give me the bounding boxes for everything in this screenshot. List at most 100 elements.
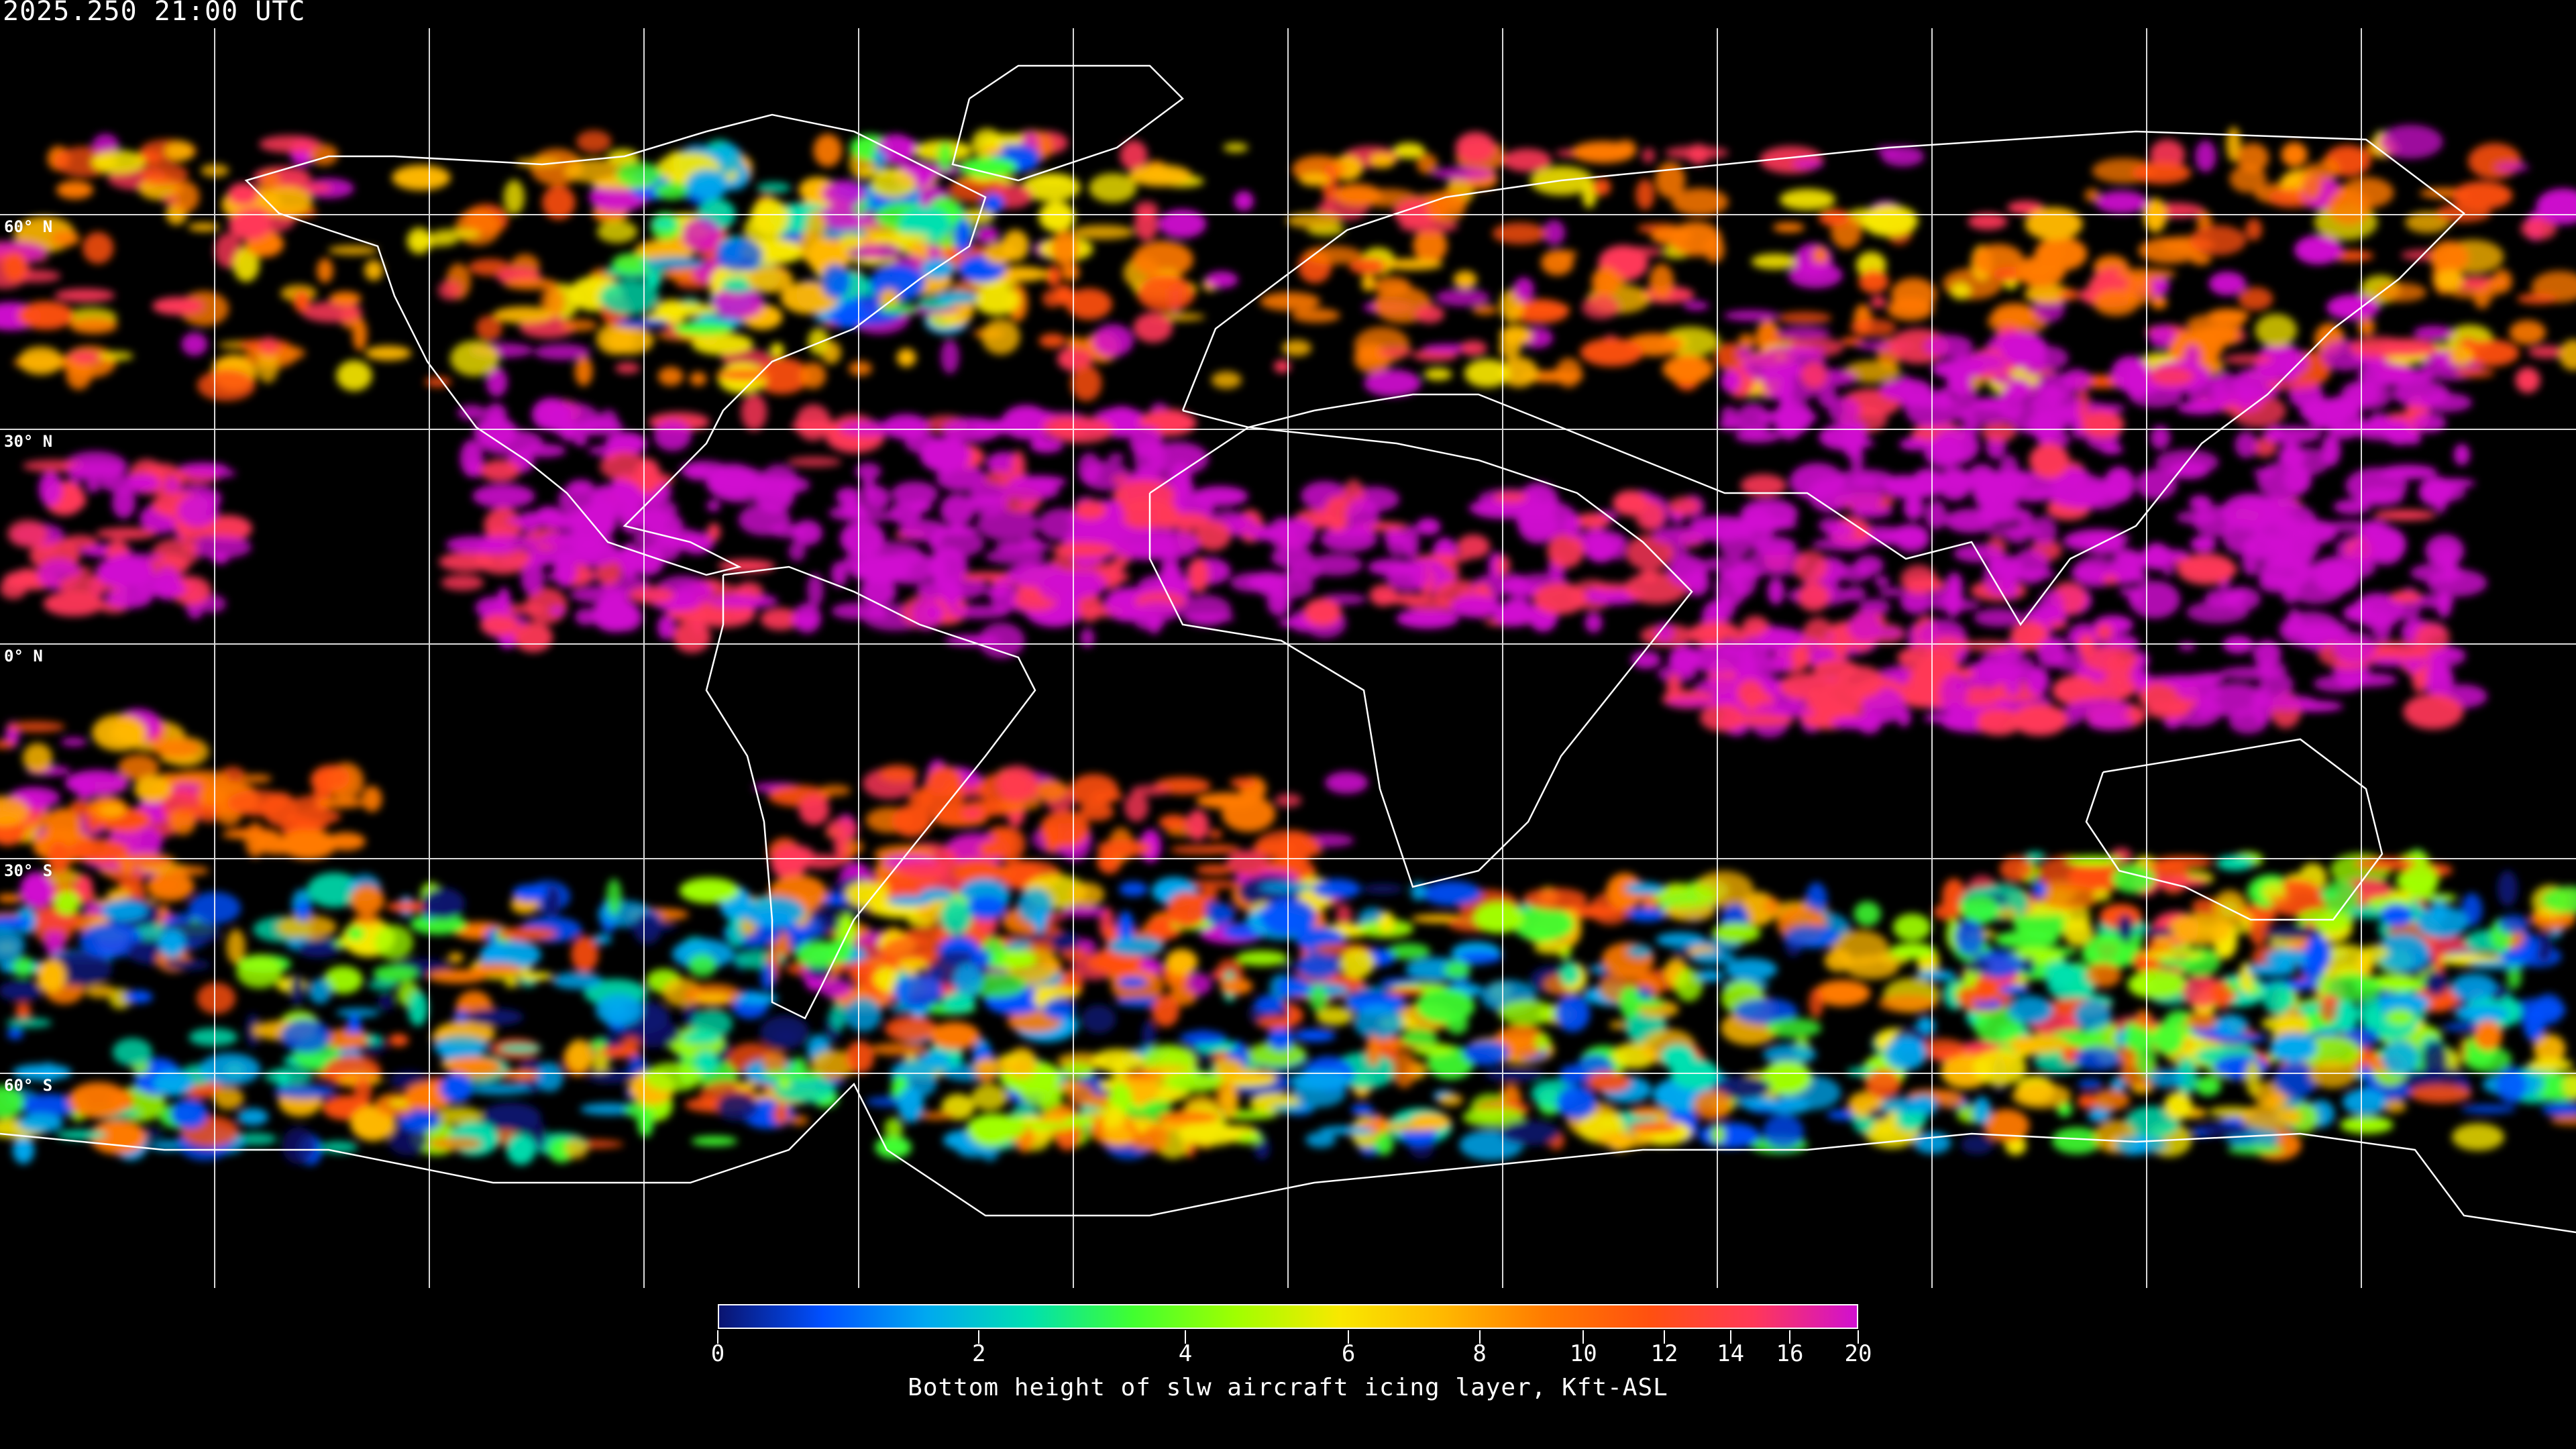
icing-cell [1140,829,1161,863]
icing-cell [1259,292,1321,311]
icing-cell [2195,140,2216,172]
icing-cell [1859,598,1890,614]
icing-cell [1835,469,1894,488]
icing-cell [580,1103,639,1116]
icing-cell [1472,304,1498,315]
icing-cell [484,507,523,544]
icing-cell [2007,996,2053,1024]
icing-cell [2484,278,2501,297]
icing-cell [1044,824,1061,854]
icing-cell [795,404,831,441]
icing-cell [928,533,943,549]
icing-cell [2100,404,2126,413]
icing-cell [1899,438,1931,451]
icing-cell [503,277,558,290]
icing-cell [2131,1083,2154,1094]
icing-cell [2176,681,2221,701]
icing-cell [2362,945,2390,960]
icing-cell [994,541,1052,552]
icing-cell [1293,1029,1336,1042]
icing-cell [1362,883,1403,894]
icing-cell [1393,142,1426,159]
icing-cell [1725,628,1750,642]
icing-cell [2390,590,2422,604]
icing-cell [1670,221,1722,256]
icing-cell [408,991,428,1026]
icing-cell [368,979,398,990]
icing-cell [39,1063,58,1082]
icing-cell [177,494,219,527]
icing-cell [1713,596,1735,621]
icing-cell [2129,580,2180,619]
icing-cell [109,871,146,883]
icing-cell [226,929,246,965]
icing-cell [1761,1061,1813,1095]
icing-cell [1051,229,1079,267]
icing-cell [92,714,148,751]
icing-cell [611,253,652,274]
icing-cell [1903,495,1924,521]
icing-cell [1416,988,1475,1024]
icing-cell [1348,258,1388,275]
icing-cell [1118,976,1148,988]
icing-cell [936,142,954,172]
icing-cell [1167,892,1208,928]
icing-cell [1547,533,1585,568]
icing-cell [2404,863,2438,898]
coastline-south-america [705,566,1036,1020]
icing-cell [1379,347,1413,358]
icing-cell [2147,1069,2186,1088]
icing-cell [1631,1107,1659,1117]
icing-cell [1972,975,1997,1003]
icing-cell [2241,496,2298,513]
icing-cell [1725,958,1778,981]
icing-cell [926,765,963,798]
colorbar-tick [1582,1330,1585,1344]
icing-cell [91,150,146,174]
icing-cell [7,519,48,548]
icing-cell [151,738,202,758]
icing-cell [941,992,975,1012]
icing-cell [1721,406,1738,423]
icing-cell [388,1034,409,1047]
icing-cell [1128,164,1192,186]
icing-cell [264,1068,313,1085]
icing-cell [1809,987,1824,1018]
icing-cell [943,588,962,604]
icing-cell [2340,1116,2394,1134]
icing-cell [2461,1104,2516,1114]
icing-cell [565,1138,588,1159]
icing-cell [1592,178,1611,197]
lat-label: 60° N [4,217,53,236]
icing-cell [68,352,100,364]
icing-cell [112,1038,152,1066]
icing-cell [233,247,260,282]
icing-cell [82,231,114,264]
icing-cell [1960,894,1999,925]
colorbar-tick-label: 4 [1178,1340,1193,1367]
icing-cell [1693,1089,1733,1120]
icing-cell [2194,1075,2221,1096]
icing-cell [119,860,135,876]
icing-cell [374,924,413,960]
icing-cell [105,588,152,608]
icing-cell [1061,906,1106,918]
icing-cell [17,1113,64,1133]
icing-cell [1353,1005,1403,1040]
icing-cell [894,861,947,876]
icing-cell [197,370,256,401]
icing-cell [2413,325,2454,340]
icing-cell [62,535,98,549]
icing-cell [2127,969,2188,1000]
icing-cell [2222,354,2273,365]
icing-cell [1019,1081,1063,1107]
icing-cell [433,1036,490,1057]
icing-cell [99,351,133,361]
icing-cell [2404,431,2422,445]
icing-cell [1065,1116,1094,1127]
icing-cell [457,405,486,421]
icing-cell [1881,475,1927,498]
icing-cell [447,953,464,963]
icing-cell [2528,1058,2573,1072]
icing-cell [691,1136,738,1146]
